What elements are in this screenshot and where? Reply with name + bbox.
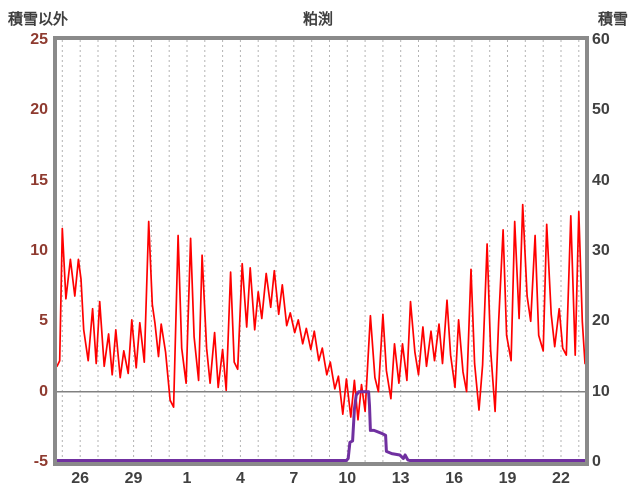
- right-axis-title: 積雪: [597, 11, 628, 28]
- plot-frame: [53, 36, 589, 466]
- y-left-tick-label: 5: [39, 312, 48, 330]
- chart-title: 粕渕: [302, 11, 333, 28]
- x-tick-label: 22: [552, 470, 570, 487]
- plot-svg: [57, 40, 585, 462]
- y-right-tick-label: 30: [592, 242, 610, 259]
- x-tick-label: 7: [289, 470, 299, 487]
- y-left-tick-label: 20: [30, 101, 48, 119]
- y-right-tick-label: 0: [592, 453, 601, 470]
- left-axis-title: 積雪以外: [8, 11, 69, 28]
- y-left-tick-label: 10: [30, 242, 48, 259]
- x-tick-label: 29: [124, 470, 143, 487]
- y-right-tick-label: 50: [592, 101, 610, 119]
- y-right-tick-label: 40: [592, 171, 610, 189]
- x-tick-label: 26: [71, 470, 90, 487]
- x-tick-label: 19: [498, 470, 517, 487]
- y-left-tick-label: -5: [33, 453, 48, 470]
- y-left-tick-label: 0: [39, 382, 48, 400]
- y-right-tick-label: 20: [592, 312, 610, 330]
- y-right-tick-label: 60: [592, 31, 610, 48]
- y-right-tick-label: 10: [592, 382, 610, 400]
- x-tick-label: 1: [182, 470, 192, 487]
- x-tick-label: 16: [445, 470, 463, 487]
- y-left-tick-label: 25: [30, 31, 48, 48]
- y-left-tick-label: 15: [30, 171, 48, 189]
- x-tick-label: 13: [391, 470, 410, 487]
- x-tick-label: 10: [338, 470, 357, 487]
- x-tick-label: 4: [235, 470, 245, 487]
